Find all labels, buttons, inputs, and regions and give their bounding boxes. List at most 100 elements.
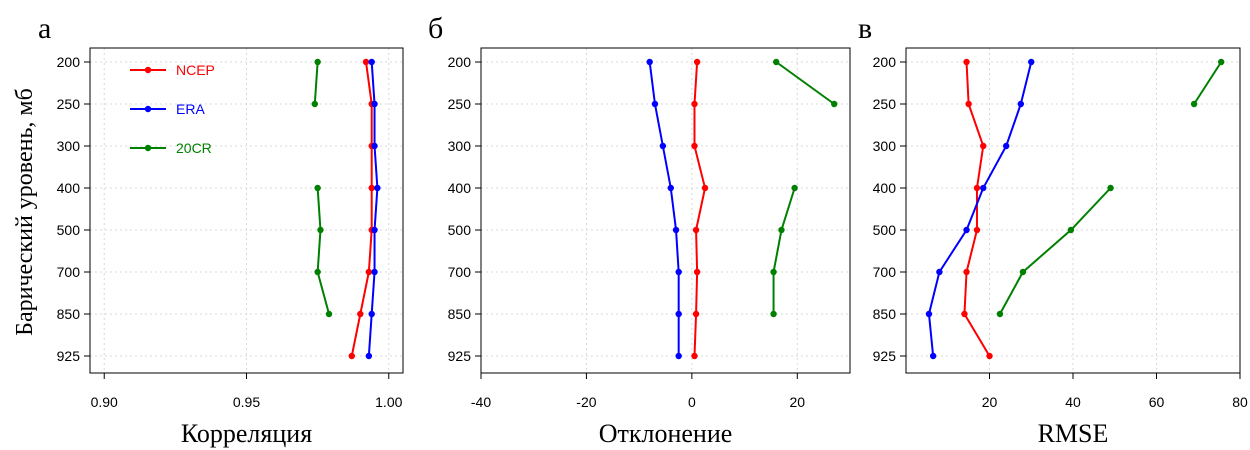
- data-point: [778, 226, 785, 234]
- panel-label: в: [858, 12, 872, 45]
- data-point: [830, 100, 838, 108]
- data-point: [357, 310, 364, 318]
- data-point: [986, 352, 993, 360]
- x-tick-label: 1.00: [375, 394, 402, 410]
- y-tick-label: 250: [57, 96, 81, 112]
- series-line: [367, 61, 379, 357]
- series-20cr: [996, 58, 1225, 318]
- y-tick-label: 200: [873, 54, 897, 70]
- y-axis-label: Барический уровень, мб: [12, 88, 38, 336]
- data-point: [368, 58, 375, 66]
- series-line: [775, 61, 835, 105]
- data-point: [317, 226, 324, 234]
- data-point: [973, 184, 981, 192]
- data-point: [693, 58, 701, 66]
- data-point: [314, 58, 321, 66]
- y-tick-label: 200: [57, 54, 81, 70]
- series-20cr: [311, 58, 333, 318]
- x-tick-label: -40: [471, 394, 491, 410]
- legend-label: ERA: [176, 101, 205, 117]
- series-line: [313, 61, 319, 105]
- data-point: [646, 58, 653, 66]
- x-tick-label: 0: [688, 394, 696, 410]
- plot-frame: [480, 47, 851, 374]
- x-axis-label: Корреляция: [181, 419, 312, 448]
- data-point: [692, 310, 700, 318]
- data-point: [1218, 58, 1225, 66]
- data-point: [1019, 268, 1027, 276]
- data-point: [701, 184, 709, 192]
- data-point: [1017, 100, 1025, 108]
- y-tick-label: 300: [448, 138, 472, 154]
- series-line: [648, 61, 680, 356]
- data-point: [961, 310, 968, 318]
- x-tick-label: 0.95: [233, 394, 260, 410]
- y-tick-label: 400: [873, 180, 897, 196]
- data-point: [973, 226, 981, 234]
- series-line: [316, 187, 330, 315]
- x-tick-label: 20: [789, 394, 805, 410]
- data-point: [1028, 58, 1035, 66]
- data-point: [371, 100, 378, 108]
- series-ncep: [691, 58, 709, 360]
- data-point: [314, 184, 321, 192]
- data-point: [791, 184, 798, 192]
- data-point: [963, 226, 970, 234]
- x-tick-label: 0.90: [91, 394, 118, 410]
- data-point: [980, 184, 987, 192]
- series-line: [772, 187, 796, 314]
- y-tick-label: 200: [448, 54, 472, 70]
- data-point: [371, 142, 378, 150]
- data-point: [691, 352, 698, 360]
- data-point: [691, 142, 698, 150]
- y-tick-label: 700: [448, 264, 472, 280]
- y-tick-label: 700: [873, 264, 897, 280]
- data-point: [314, 268, 321, 276]
- data-point: [936, 268, 943, 276]
- series-line: [999, 187, 1112, 315]
- y-tick-label: 925: [873, 348, 897, 364]
- data-point: [675, 310, 682, 318]
- y-tick-label: 925: [57, 348, 81, 364]
- data-point: [773, 58, 780, 66]
- y-tick-label: 850: [873, 306, 897, 322]
- data-point: [963, 268, 970, 276]
- legend-marker: [144, 66, 152, 74]
- data-point: [374, 184, 381, 192]
- y-tick-label: 500: [57, 222, 81, 238]
- legend-marker: [144, 105, 152, 113]
- data-point: [325, 310, 333, 318]
- data-point: [1003, 142, 1010, 150]
- data-point: [371, 268, 378, 276]
- data-point: [651, 100, 659, 108]
- data-point: [1190, 100, 1198, 108]
- series-line: [963, 61, 991, 357]
- series-era: [365, 58, 381, 360]
- legend-label: NCEP: [176, 62, 215, 78]
- x-tick-label: 80: [1232, 394, 1248, 410]
- y-tick-label: 400: [448, 180, 472, 196]
- data-point: [365, 352, 373, 360]
- series-line: [350, 61, 373, 357]
- series-20cr: [770, 58, 838, 318]
- y-tick-label: 500: [448, 222, 472, 238]
- data-point: [691, 100, 698, 108]
- x-tick-label: 60: [1149, 394, 1165, 410]
- y-tick-label: 500: [873, 222, 897, 238]
- data-point: [770, 310, 777, 318]
- y-tick-label: 300: [873, 138, 897, 154]
- data-point: [965, 100, 972, 108]
- data-point: [693, 268, 701, 276]
- panel-label: а: [38, 12, 51, 45]
- data-point: [996, 310, 1004, 318]
- legend-marker: [144, 144, 152, 152]
- data-point: [311, 100, 318, 108]
- x-axis-label: RMSE: [1038, 419, 1109, 448]
- data-point: [675, 352, 682, 360]
- y-tick-label: 300: [57, 138, 81, 154]
- y-tick-label: 925: [448, 348, 472, 364]
- data-point: [692, 226, 700, 234]
- data-point: [667, 184, 674, 192]
